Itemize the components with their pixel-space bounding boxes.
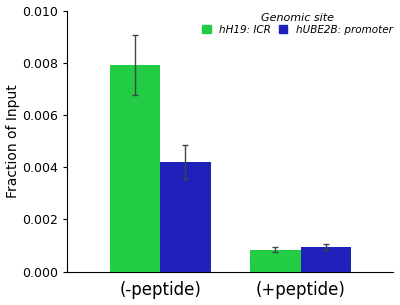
Bar (250, 249, 301, 272)
Legend: hH19: ICR, hUBE2B: promoter: hH19: ICR, hUBE2B: promoter (200, 11, 395, 37)
Bar (110, 65, 160, 272)
Bar (160, 162, 211, 272)
Bar (301, 247, 351, 272)
Y-axis label: Fraction of Input: Fraction of Input (6, 84, 20, 198)
